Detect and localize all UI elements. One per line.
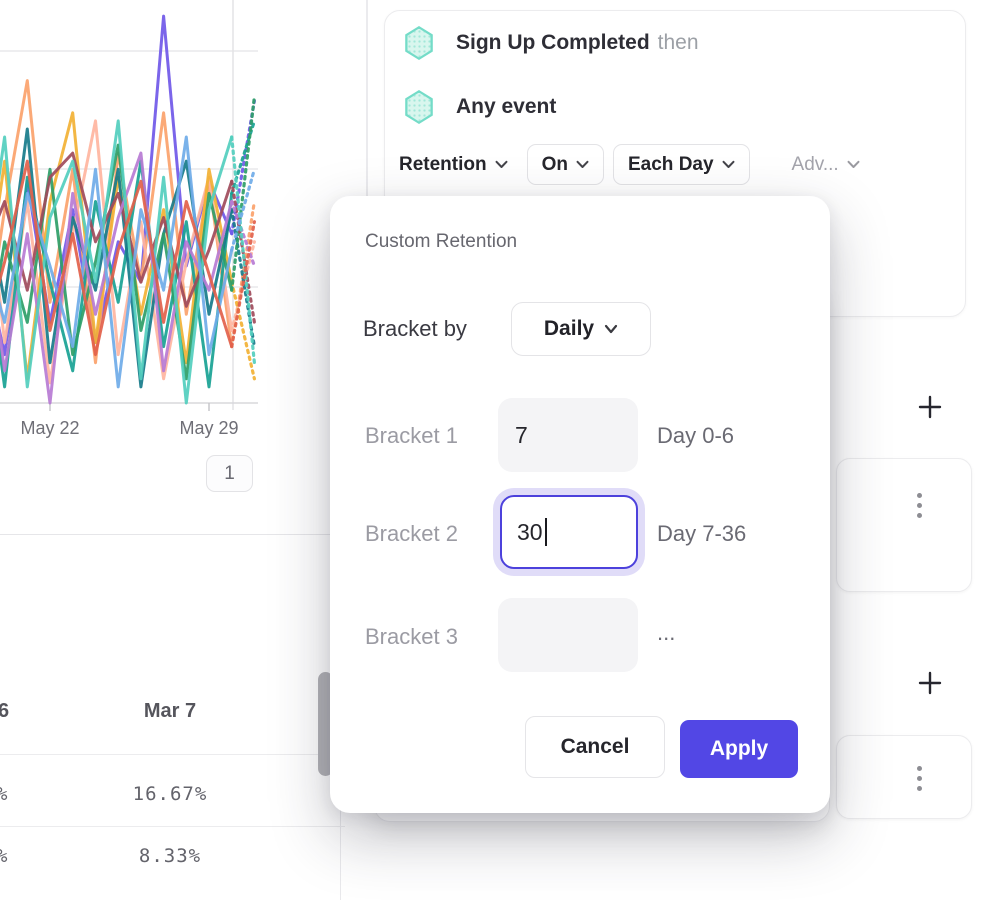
bracket-2-input[interactable]: 30 [500, 495, 638, 569]
bracket-2-range: Day 7-36 [657, 521, 747, 546]
add-section-button[interactable] [908, 661, 952, 705]
table-cell-partial: % [0, 845, 7, 867]
table-cell-partial: % [0, 783, 7, 805]
apply-button[interactable]: Apply [680, 720, 798, 778]
table-cell-value: 16.67% [132, 783, 208, 805]
chevron-down-icon [722, 160, 735, 168]
text-cursor [544, 518, 547, 546]
advanced-dropdown-label: Adv... [791, 153, 839, 175]
kebab-menu-icon[interactable] [917, 766, 922, 791]
retention-line-chart [0, 0, 262, 412]
table-row-separator [0, 826, 345, 827]
plus-icon [918, 395, 942, 419]
advanced-dropdown[interactable]: Adv... [792, 154, 860, 176]
bracket-2-label: Bracket 2 [365, 521, 458, 546]
chevron-down-icon [847, 160, 860, 168]
bracket-2-value: 30 [517, 518, 543, 545]
chevron-down-icon [495, 160, 508, 168]
measure-dropdown[interactable]: Retention [399, 154, 518, 176]
table-row-separator [0, 754, 345, 755]
bracket-3-label: Bracket 3 [365, 624, 458, 649]
pagination-page-button[interactable]: 1 [206, 455, 253, 492]
return-event-label: Any event [456, 95, 557, 118]
section-divider [0, 534, 346, 535]
modal-title: Custom Retention [365, 231, 518, 252]
on-dropdown-label: On [541, 153, 568, 175]
line-chart-svg [0, 0, 258, 411]
table-header-mar7: Mar 7 [143, 700, 197, 722]
bracket-1-value: 7 [515, 421, 528, 448]
x-axis-label-may22: May 22 [20, 418, 80, 438]
bracket-1-input[interactable]: 7 [498, 398, 638, 472]
plus-icon [918, 671, 942, 695]
table-cell-value: 8.33% [138, 845, 202, 867]
bracket-3-range: ... [657, 620, 676, 645]
query-controls-row: Retention On Each Day Adv... [399, 144, 860, 185]
side-card [836, 458, 972, 592]
query-step-first-event[interactable]: Sign Up Completed then [404, 26, 699, 60]
table-header-partial: 6 [0, 700, 10, 722]
on-dropdown[interactable]: On [526, 144, 604, 185]
panel-divider [366, 0, 368, 320]
first-event-label: Sign Up Completed [456, 31, 650, 54]
interval-dropdown-label: Each Day [628, 153, 714, 175]
table-scrollbar-thumb[interactable] [318, 672, 333, 776]
bracket-1-range: Day 0-6 [657, 423, 735, 448]
cancel-button[interactable]: Cancel [525, 716, 665, 778]
x-axis-label-may29: May 29 [179, 418, 239, 438]
bracket-3-input[interactable] [498, 598, 638, 672]
bracket-1-label: Bracket 1 [365, 423, 458, 448]
custom-retention-modal: Custom Retention Bracket by Daily Bracke… [330, 196, 830, 813]
query-step-return-event[interactable]: Any event [404, 90, 556, 124]
side-card [836, 735, 972, 819]
event-hexagon-icon [404, 26, 434, 60]
bracket-by-dropdown[interactable]: Daily [511, 302, 651, 356]
kebab-menu-icon[interactable] [917, 493, 922, 518]
bracket-by-value: Daily [543, 317, 595, 340]
chevron-down-icon [604, 324, 618, 334]
chevron-down-icon [576, 160, 589, 168]
then-connector-label: then [657, 31, 699, 54]
interval-dropdown[interactable]: Each Day [613, 144, 750, 185]
measure-dropdown-label: Retention [399, 153, 487, 175]
add-section-button[interactable] [908, 385, 952, 429]
bracket-by-label: Bracket by [363, 316, 467, 341]
event-hexagon-icon [404, 90, 434, 124]
